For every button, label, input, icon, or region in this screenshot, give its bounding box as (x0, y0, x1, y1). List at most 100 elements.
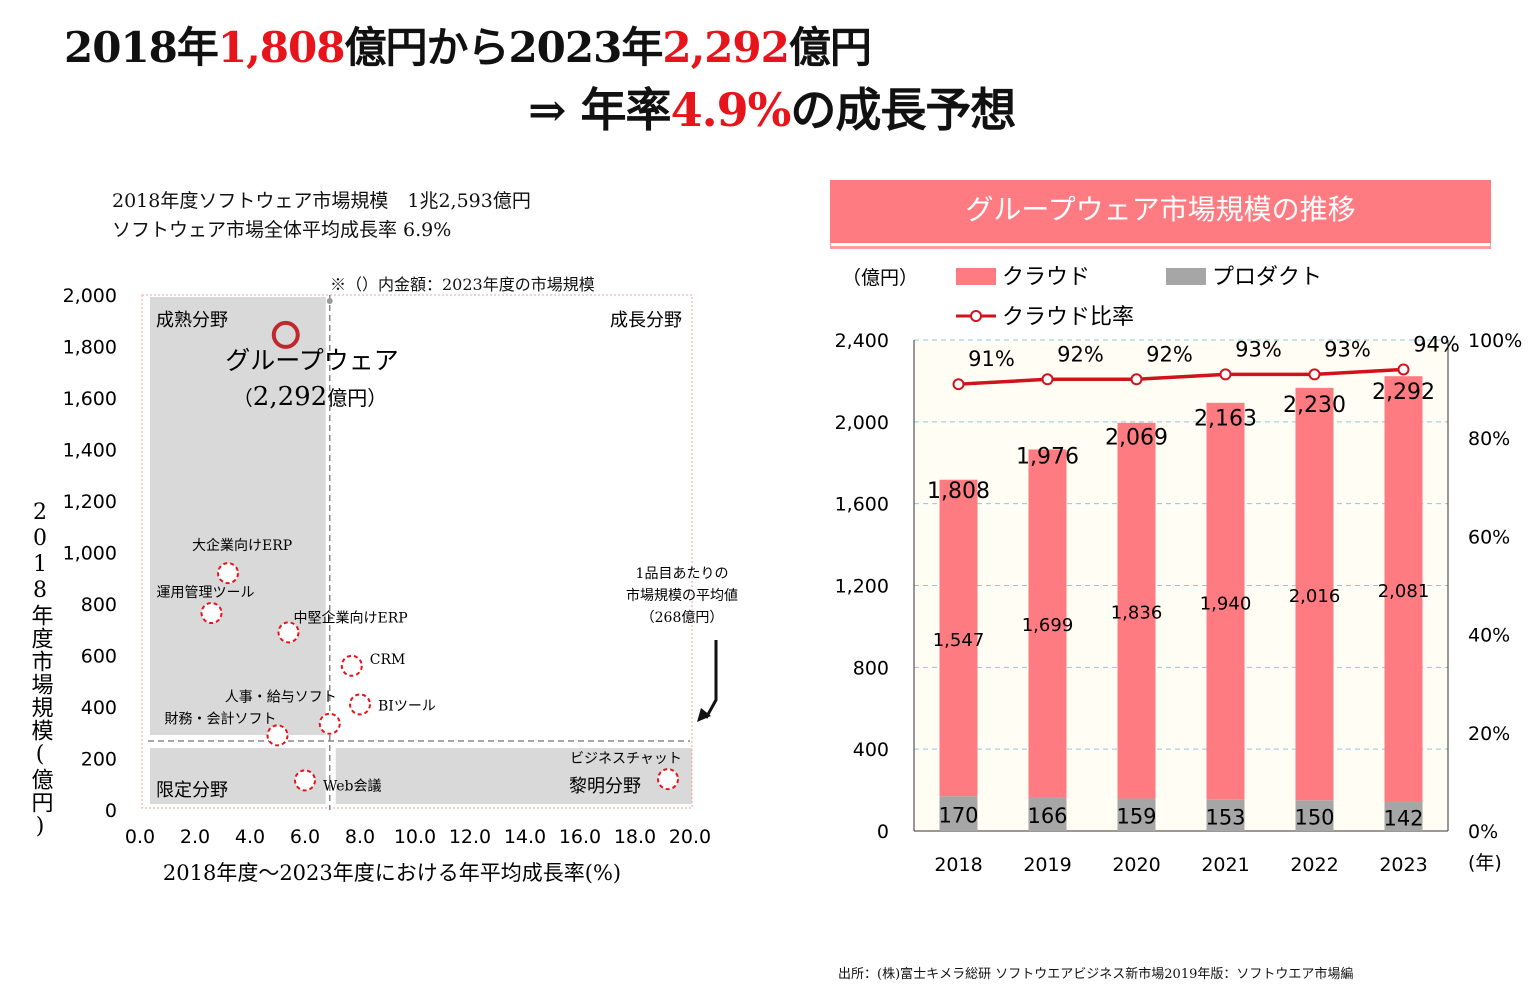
ratio-label: 92% (1057, 342, 1104, 366)
quadrant-limited-label: 限定分野 (156, 780, 228, 801)
x-tick-label: 12.0 (449, 826, 491, 848)
x-tick-label: 20.0 (669, 826, 711, 848)
scatter-note: ※（）内金額：2023年度の市場規模 (330, 275, 595, 294)
bar-y2-tick-label: 60% (1468, 526, 1510, 548)
bar-y-tick-label: 1,600 (835, 494, 889, 516)
bar-product (1295, 800, 1334, 831)
ratio-marker (1041, 373, 1054, 386)
bar-y-tick-label: 800 (853, 657, 889, 679)
headline-line-1: 2018年1,808億円から2023年2,292億円 (64, 14, 872, 75)
headline-2-segment-2: の成長予想 (790, 83, 1016, 137)
bar-y-tick-label: 400 (853, 739, 889, 761)
ratio-line (958, 367, 1404, 386)
bar-y-tick-label: 1,200 (835, 576, 889, 598)
headline-1-segment-2: 億円から2023年 (344, 23, 663, 72)
scatter-point-label: 運用管理ツール (157, 585, 255, 601)
scatter-point (318, 712, 341, 735)
bar-cloud (1028, 449, 1067, 798)
legend-ratio-marker (970, 310, 982, 322)
legend-ratio-label: クラウド比率 (1002, 305, 1134, 330)
scatter-point (340, 654, 363, 677)
groupware-sublabel-unit: 億円 (327, 386, 367, 410)
bar-chart-title: グループウェア市場規模の推移 (965, 193, 1356, 226)
software-market-growth-text: ソフトウェア市場全体平均成長率 6.9% (112, 219, 452, 241)
x-tick-label: 8.0 (345, 826, 375, 848)
bar-y-tick-label: 0 (877, 821, 889, 843)
quadrant-dawn-bg (335, 747, 692, 804)
headline-line-2: ⇒ 年率4.9%の成長予想 (528, 74, 1016, 140)
bar-y2-tick-label: 100% (1468, 330, 1522, 352)
bar-cloud (1117, 422, 1156, 799)
scatter-point-label: Web会議 (323, 777, 382, 794)
bar-y2-tick-label: 80% (1468, 428, 1510, 450)
legend-cloud-swatch (956, 268, 996, 285)
x-tick-label: 14.0 (504, 826, 546, 848)
y-tick-label: 1,400 (63, 440, 117, 462)
scatter-point-label: 財務・会計ソフト (165, 711, 277, 727)
y-tick-label: 600 (81, 646, 117, 668)
bar-product (1206, 799, 1245, 831)
bar-cloud (1206, 402, 1245, 800)
bar-x-tick-label: 2023 (1379, 854, 1427, 876)
bar-x-tick-label: 2020 (1112, 854, 1160, 876)
y-tick-label: 800 (81, 594, 117, 616)
bar-x-tick-label: 2022 (1290, 854, 1338, 876)
bar-y-tick-label: 2,400 (835, 330, 889, 352)
ratio-marker (952, 378, 965, 391)
bar-x-tick-label: 2021 (1201, 854, 1249, 876)
bar-y2-tick-label: 20% (1468, 723, 1510, 745)
scatter-point-label: CRM (370, 652, 406, 668)
bar-total-label: 2,069 (1105, 426, 1168, 451)
bar-y2-tick-label: 40% (1468, 625, 1510, 647)
legend-product-swatch (1166, 268, 1206, 285)
bar-product (1117, 798, 1156, 831)
ratio-marker (1308, 368, 1321, 381)
headline-1-segment-0: 2018年 (64, 23, 219, 72)
groupware-sublabel-num: 2,292 (253, 382, 327, 412)
ratio-label: 94% (1413, 332, 1460, 356)
scatter-point (277, 621, 300, 644)
bar-product-label: 142 (1383, 806, 1423, 830)
scatter-point-label: ビジネスチャット (570, 751, 682, 767)
scatter-point (266, 724, 289, 747)
legend-cloud-label: クラウド (1002, 265, 1090, 290)
x-tick-label: 10.0 (394, 826, 436, 848)
quadrant-mature-bg (150, 297, 326, 735)
y-tick-label: 2,000 (63, 285, 117, 307)
y-axis-label: 2018年度市場規模(億円) (28, 500, 54, 840)
x-tick-label: 4.0 (235, 826, 265, 848)
x-tick-label: 16.0 (559, 826, 601, 848)
x-tick-label: 6.0 (290, 826, 320, 848)
software-market-size-text: 2018年度ソフトウェア市場規模 1兆2,593億円 (112, 190, 531, 212)
quadrant-mature-label: 成熟分野 (156, 310, 228, 331)
bar-product-label: 153 (1205, 805, 1245, 829)
y-tick-label: 1,000 (63, 543, 117, 565)
scatter-point (217, 562, 239, 585)
scatter-point-label: 人事・給与ソフト (225, 690, 337, 706)
plot-frame (141, 294, 693, 809)
bar-cloud-label: 1,547 (933, 630, 985, 651)
scatter-point (349, 693, 371, 716)
bar-y2-tick-label: 0% (1468, 821, 1498, 843)
headline-2-segment-1: 4.9% (670, 83, 792, 137)
x-axis-label: 2018年度～2023年度における年平均成長率(%) (163, 861, 621, 885)
y-tick-label: 0 (105, 800, 117, 822)
bar-total-label: 1,808 (927, 479, 990, 504)
y-tick-label: 1,800 (63, 337, 117, 359)
x-unit-label: (年) (1468, 852, 1502, 874)
bar-cloud-label: 1,940 (1200, 593, 1252, 614)
bar-total-label: 2,230 (1283, 393, 1346, 418)
bar-cloud (1384, 376, 1423, 802)
legend-product-label: プロダクト (1212, 265, 1322, 290)
groupware-point (271, 320, 300, 349)
bar-product-label: 159 (1116, 805, 1156, 829)
quadrant-dawn-label: 黎明分野 (569, 776, 641, 797)
bar-product (1384, 801, 1423, 831)
y-tick-label: 1,600 (63, 388, 117, 410)
ratio-label: 93% (1235, 337, 1282, 361)
quadrant-growth-label: 成長分野 (610, 310, 682, 331)
bar-cloud-label: 2,016 (1289, 586, 1341, 607)
scatter-point-label: BIツール (378, 698, 436, 714)
headline-2-segment-0: ⇒ 年率 (528, 83, 672, 137)
groupware-sublabel: （2,292億円） (233, 382, 387, 412)
